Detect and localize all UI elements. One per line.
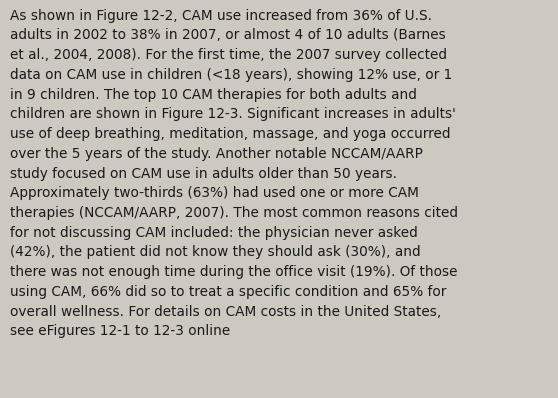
Text: As shown in Figure 12-2, CAM use increased from 36% of U.S.
adults in 2002 to 38: As shown in Figure 12-2, CAM use increas… [10, 9, 458, 338]
